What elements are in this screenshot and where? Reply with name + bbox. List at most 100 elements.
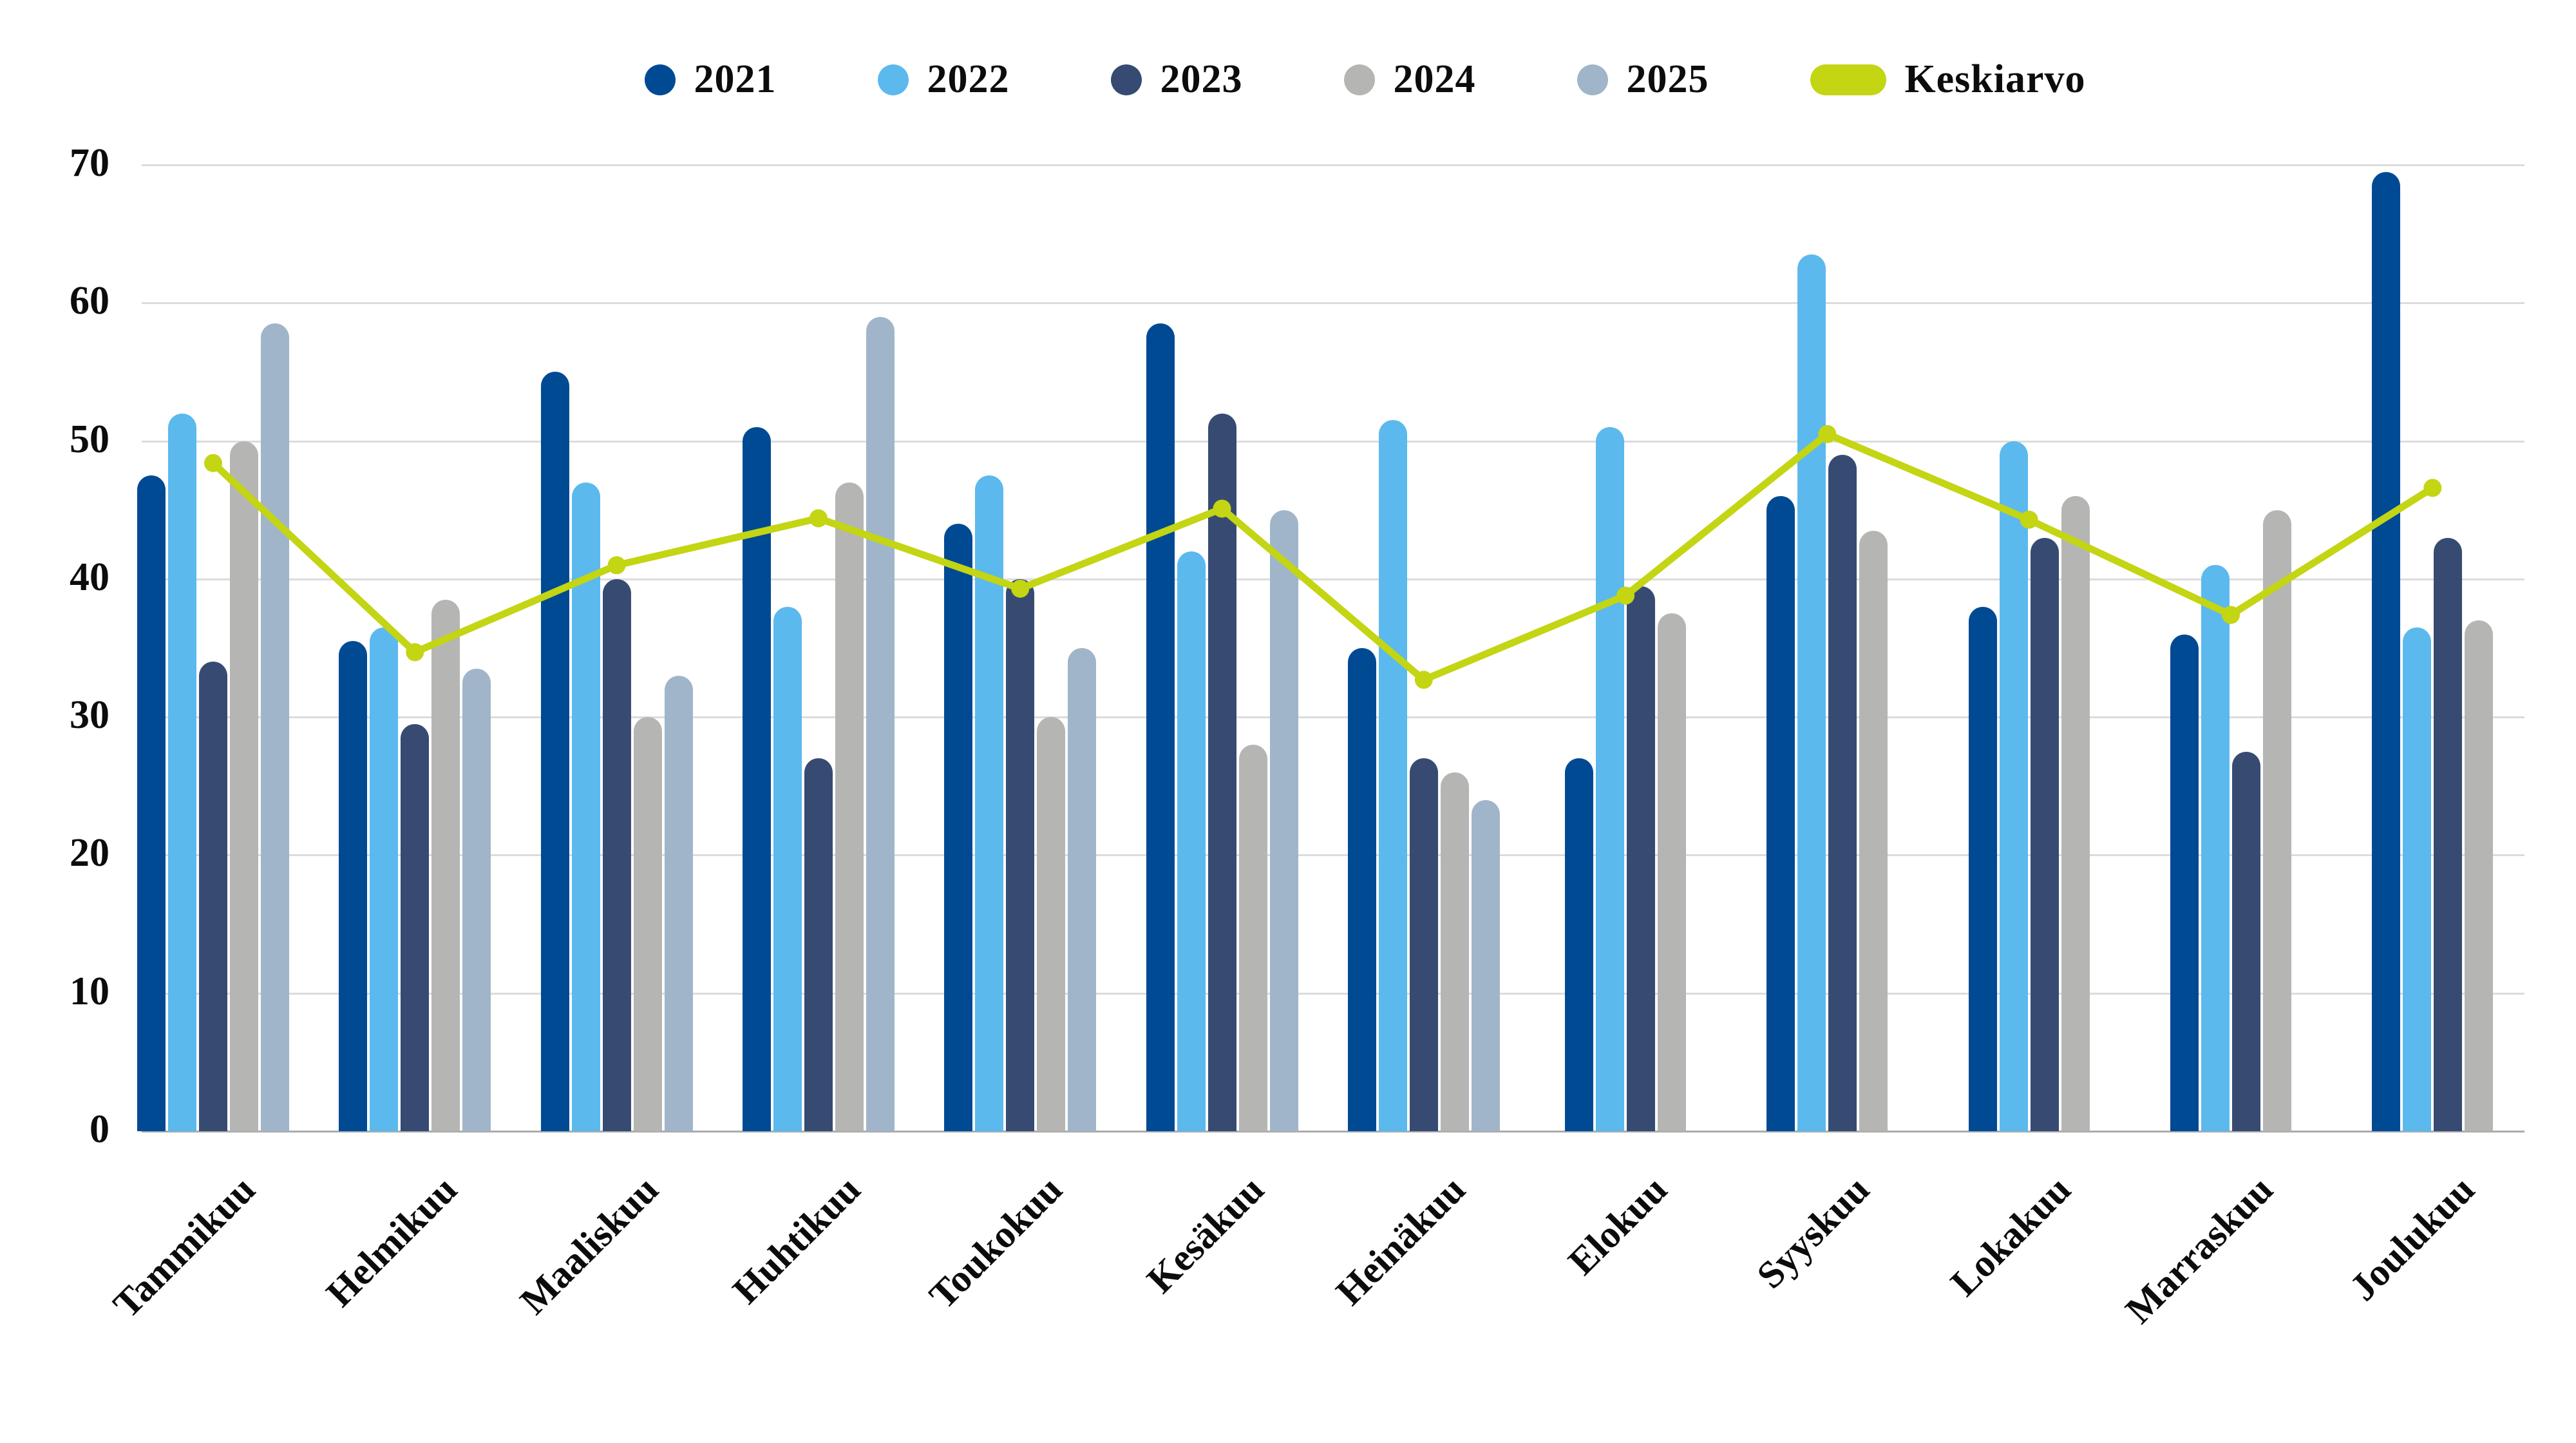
legend-item-2021: 2021 (645, 57, 776, 102)
bar-2022-helmikuu (370, 627, 399, 1131)
bar-2022-heinakuu (1378, 420, 1407, 1131)
x-axis-label-toukokuu: Toukokuu (921, 1167, 1070, 1317)
bar-2023-syyskuu (1828, 455, 1857, 1131)
bar-2025-kesakuu (1269, 510, 1298, 1131)
bar-2022-joulukuu (2403, 627, 2432, 1131)
average-line-marker (2423, 479, 2442, 497)
bar-2024-elokuu (1658, 613, 1687, 1131)
bar-2025-tammikuu (261, 323, 289, 1131)
bar-2024-kesakuu (1238, 745, 1267, 1131)
bar-2021-kesakuu (1146, 323, 1175, 1131)
bar-2022-kesakuu (1177, 551, 1206, 1131)
bar-2022-marraskuu (2201, 565, 2230, 1131)
legend-item-2022: 2022 (878, 57, 1009, 102)
bar-2021-tammikuu (137, 475, 166, 1131)
legend-label: 2022 (927, 57, 1010, 101)
legend-circle-icon (1111, 64, 1142, 95)
y-axis-tick-label: 40 (70, 555, 109, 599)
legend-label: 2025 (1626, 57, 1709, 101)
chart-legend: 2021 2022 2023 2024 2025 Keskiarvo (335, 57, 2396, 102)
bar-2024-syyskuu (1859, 530, 1888, 1131)
bar-2021-elokuu (1565, 758, 1594, 1131)
bar-2022-lokakuu (1999, 441, 2028, 1131)
gridline (142, 578, 2524, 580)
bar-2024-toukokuu (1037, 717, 1066, 1131)
y-axis-tick-label: 0 (90, 1107, 109, 1151)
bar-2023-marraskuu (2232, 751, 2260, 1131)
gridline (142, 992, 2524, 995)
bar-2021-heinakuu (1347, 648, 1376, 1131)
x-axis-label-huhtikuu: Huhtikuu (724, 1167, 869, 1312)
average-line-marker (607, 556, 626, 575)
bar-2023-kesakuu (1208, 413, 1236, 1131)
bar-2022-maaliskuu (571, 482, 600, 1131)
bar-2024-lokakuu (2061, 496, 2090, 1131)
legend-item-2025: 2025 (1577, 57, 1709, 102)
x-axis-label-kesakuu: Kesäkuu (1138, 1167, 1272, 1301)
x-axis-line (142, 1131, 2524, 1132)
bar-2022-syyskuu (1797, 254, 1826, 1131)
bar-2023-helmikuu (401, 723, 430, 1131)
bar-2023-elokuu (1627, 586, 1656, 1131)
bar-2023-tammikuu (199, 662, 227, 1131)
y-axis-tick-label: 20 (70, 831, 109, 875)
bar-2021-helmikuu (339, 641, 368, 1131)
bar-2022-huhtikuu (773, 606, 802, 1131)
legend-circle-icon (645, 64, 676, 95)
legend-label: 2024 (1393, 57, 1476, 101)
average-line-marker (809, 509, 828, 528)
x-axis-label-maaliskuu: Maaliskuu (511, 1167, 667, 1323)
x-axis-label-joulukuu: Joulukuu (2341, 1167, 2483, 1309)
average-line-marker (1414, 671, 1433, 689)
legend-label: Keskiarvo (1904, 57, 2086, 101)
bar-2025-maaliskuu (664, 675, 693, 1131)
bar-2021-toukokuu (944, 524, 973, 1131)
y-axis-tick-label: 10 (70, 969, 109, 1013)
bar-2025-helmikuu (462, 669, 491, 1131)
x-axis-label-elokuu: Elokuu (1560, 1167, 1676, 1283)
y-axis-tick-label: 70 (70, 141, 109, 185)
bar-2024-heinakuu (1440, 772, 1469, 1131)
bar-2023-heinakuu (1409, 758, 1438, 1131)
x-axis-label-tammikuu: Tammikuu (104, 1167, 263, 1326)
bar-2021-joulukuu (2372, 171, 2401, 1131)
bar-2021-marraskuu (2170, 634, 2199, 1131)
legend-label: 2023 (1160, 57, 1243, 101)
bar-2024-tammikuu (230, 441, 258, 1131)
bar-2024-huhtikuu (835, 482, 864, 1131)
legend-item-keskiarvo: Keskiarvo (1810, 57, 2085, 102)
legend-circle-icon (1577, 64, 1609, 95)
gridline (142, 716, 2524, 719)
bar-2023-maaliskuu (602, 578, 631, 1131)
legend-item-2023: 2023 (1111, 57, 1242, 102)
y-axis-tick-label: 50 (70, 417, 109, 461)
x-axis-label-marraskuu: Marraskuu (2117, 1167, 2281, 1332)
gridline (142, 854, 2524, 857)
legend-circle-icon (1344, 64, 1376, 95)
gridline (142, 440, 2524, 443)
y-axis-tick-label: 30 (70, 693, 109, 738)
bar-2022-elokuu (1596, 427, 1625, 1131)
average-line-marker (204, 454, 222, 472)
legend-label: 2021 (694, 57, 777, 101)
y-axis-tick-label: 60 (70, 279, 109, 323)
x-axis-label-lokakuu: Lokakuu (1942, 1167, 2079, 1304)
legend-item-2024: 2024 (1344, 57, 1475, 102)
bar-2021-lokakuu (1968, 606, 1997, 1131)
bar-2024-marraskuu (2263, 510, 2291, 1131)
legend-pill-icon (1810, 64, 1887, 95)
bar-2021-syyskuu (1766, 496, 1795, 1131)
bar-2024-helmikuu (431, 600, 460, 1131)
bar-2021-huhtikuu (742, 427, 771, 1131)
bar-2023-joulukuu (2434, 537, 2463, 1131)
x-axis-label-helmikuu: Helmikuu (317, 1167, 465, 1315)
bar-2023-lokakuu (2030, 537, 2059, 1131)
x-axis-label-heinakuu: Heinäkuu (1328, 1167, 1474, 1314)
legend-circle-icon (878, 64, 909, 95)
bar-2021-maaliskuu (540, 372, 569, 1131)
bar-2023-toukokuu (1006, 578, 1035, 1131)
bar-2025-heinakuu (1471, 799, 1500, 1131)
bar-2025-toukokuu (1068, 648, 1097, 1131)
gridline (142, 164, 2524, 166)
